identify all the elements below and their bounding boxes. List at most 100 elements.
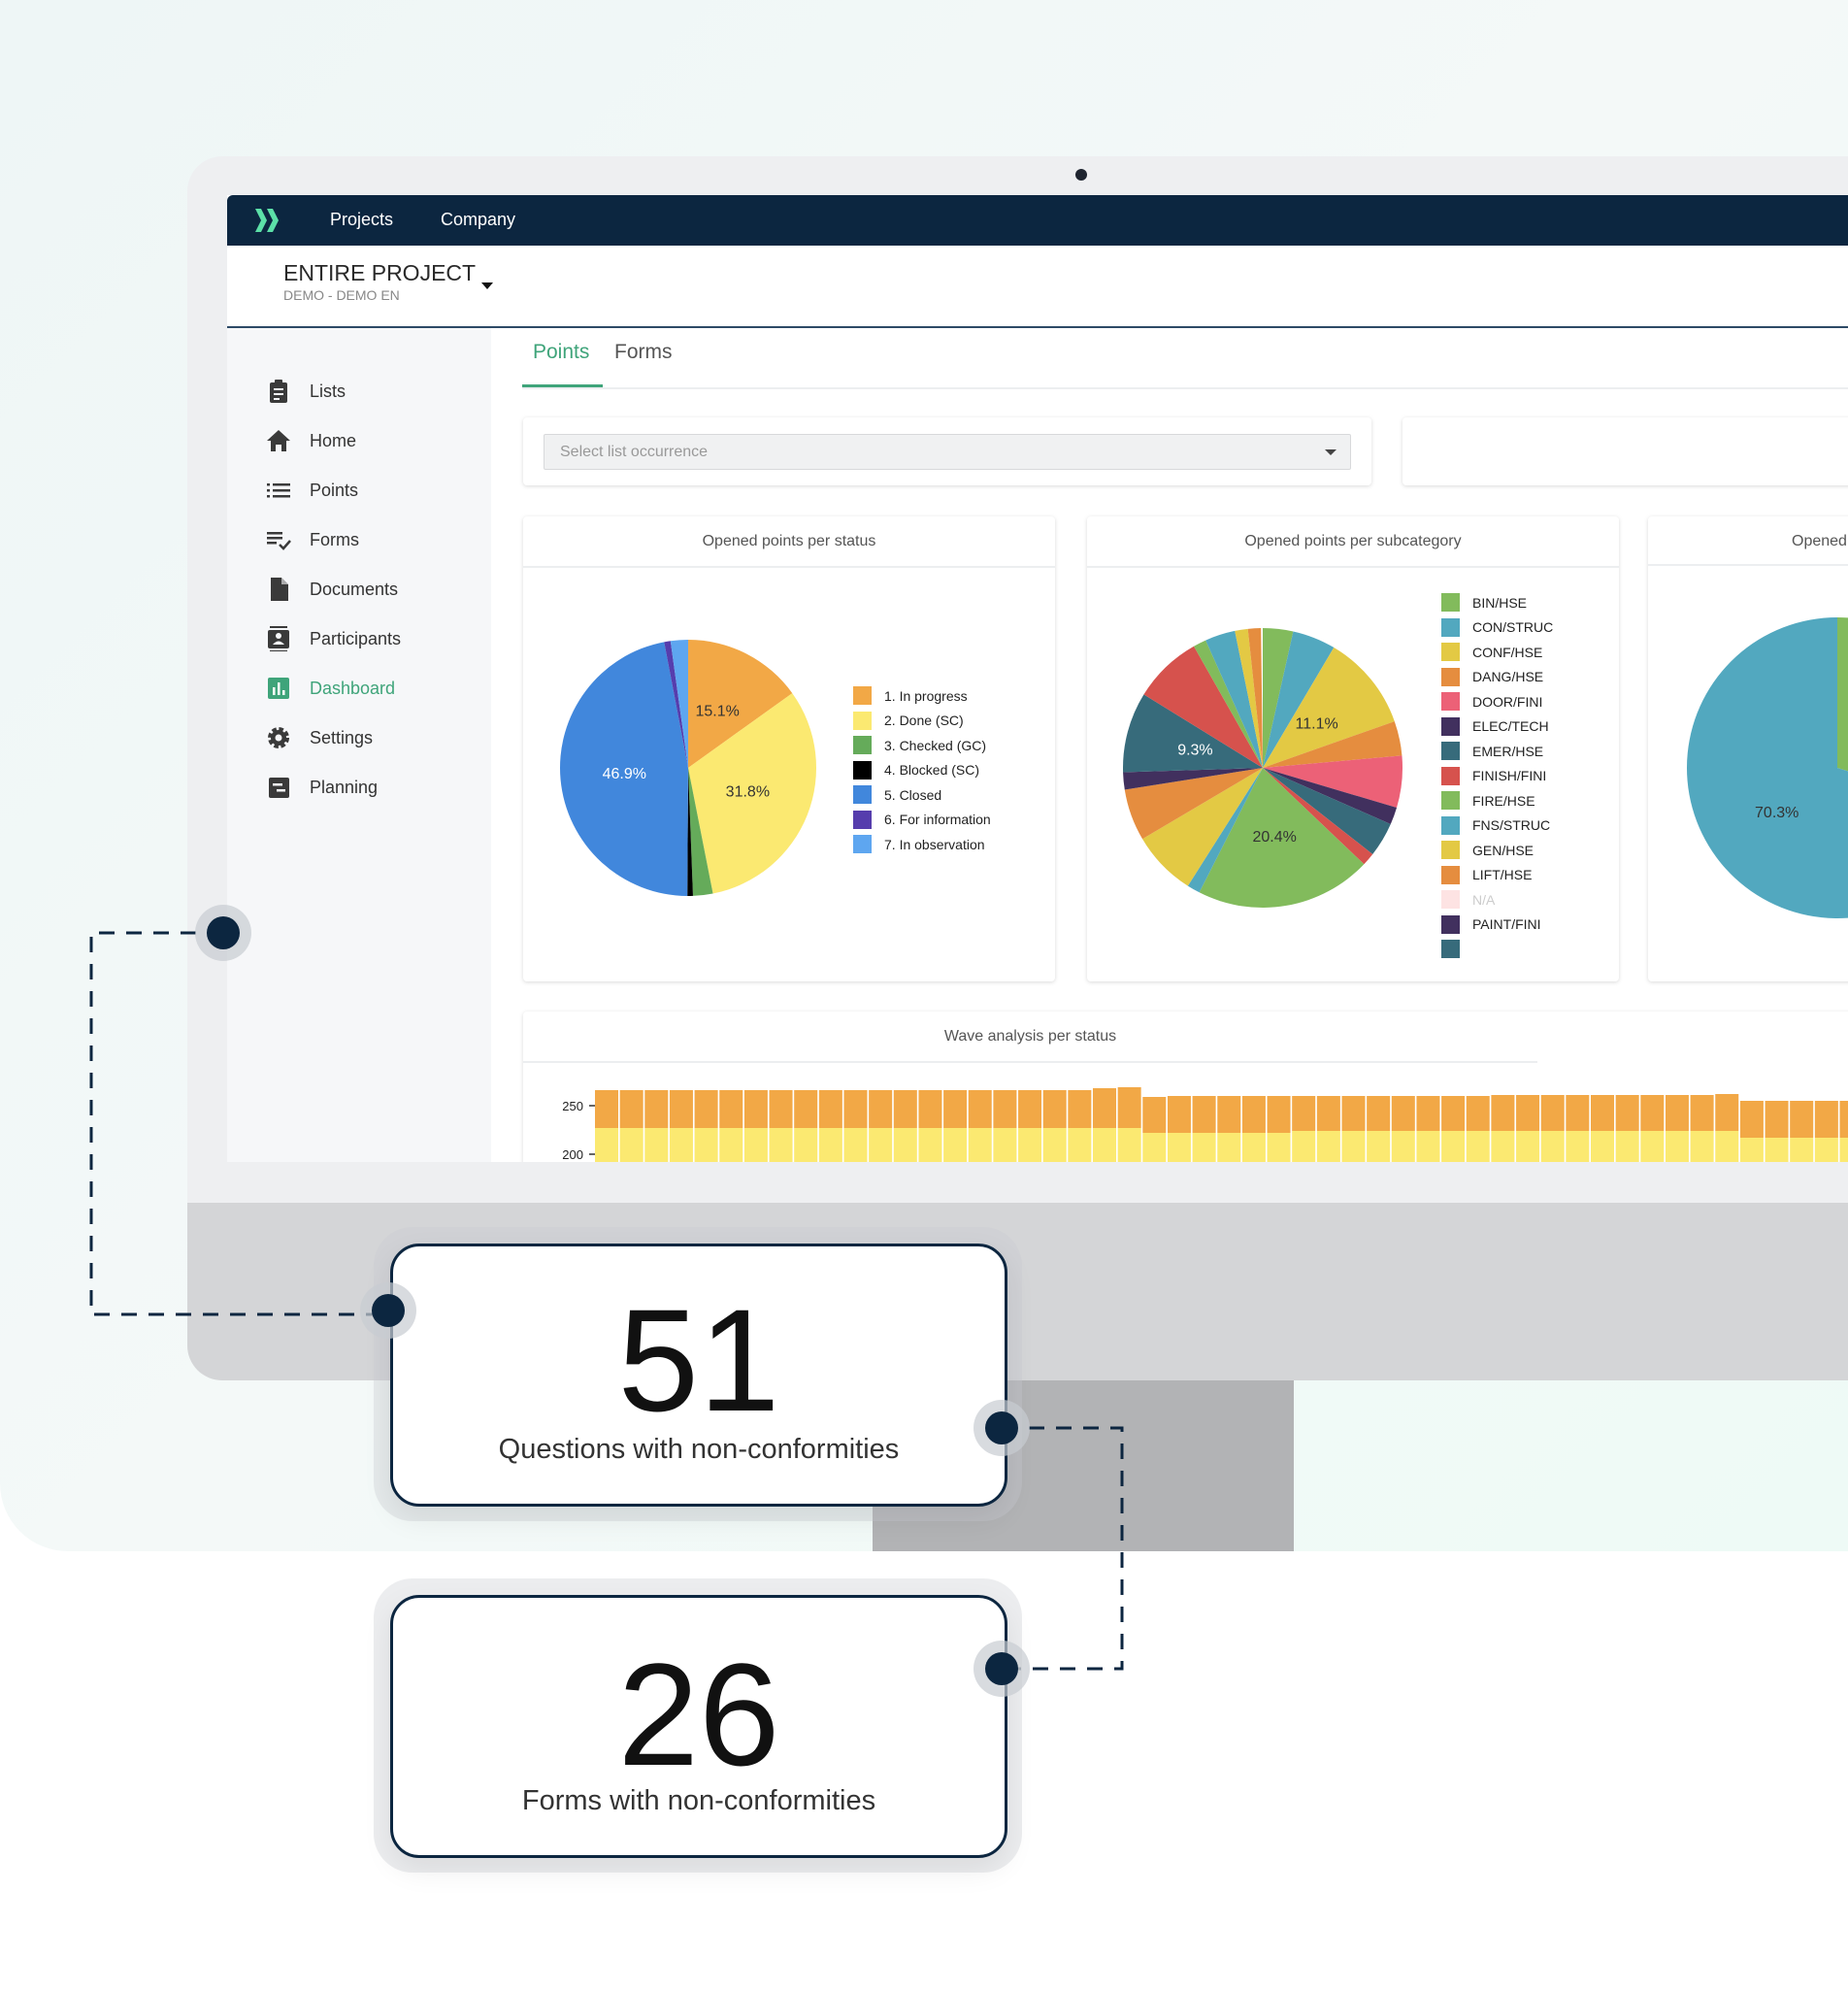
bar-segment[interactable] <box>1566 1131 1590 1162</box>
bar-segment[interactable] <box>794 1128 818 1162</box>
bar-segment[interactable] <box>1690 1095 1714 1131</box>
bar-segment[interactable] <box>1117 1087 1141 1128</box>
legend-item[interactable]: 4. Blocked (SC) <box>853 758 991 783</box>
bar-segment[interactable] <box>1591 1095 1614 1131</box>
pie-slice[interactable] <box>1143 646 1263 768</box>
legend-item[interactable]: FIRE/HSE <box>1441 788 1553 813</box>
bar-segment[interactable] <box>943 1090 968 1128</box>
legend-item[interactable]: FNS/STRUC <box>1441 813 1553 839</box>
pie-slice[interactable] <box>1263 768 1373 865</box>
bar-segment[interactable] <box>1839 1101 1848 1138</box>
legend-item[interactable]: 2. Done (SC) <box>853 709 991 734</box>
bar-segment[interactable] <box>669 1128 693 1162</box>
bar-segment[interactable] <box>694 1090 718 1128</box>
bar-segment[interactable] <box>694 1128 718 1162</box>
bar-segment[interactable] <box>769 1128 793 1162</box>
bar-segment[interactable] <box>1441 1096 1466 1131</box>
legend-item[interactable]: GEN/HSE <box>1441 838 1553 863</box>
bar-segment[interactable] <box>943 1128 968 1162</box>
bar-segment[interactable] <box>968 1128 992 1162</box>
bar-segment[interactable] <box>1516 1131 1540 1162</box>
list-occurrence-select[interactable]: Select list occurrence <box>544 434 1351 470</box>
pie-slice[interactable] <box>1142 768 1263 886</box>
bar-segment[interactable] <box>1391 1131 1415 1162</box>
bar-segment[interactable] <box>1316 1096 1340 1131</box>
bar-segment[interactable] <box>1292 1096 1316 1131</box>
bar-segment[interactable] <box>1267 1133 1291 1162</box>
bar-segment[interactable] <box>1042 1128 1067 1162</box>
pie-slice[interactable] <box>1263 768 1398 825</box>
bar-segment[interactable] <box>1665 1131 1689 1162</box>
bar-segment[interactable] <box>968 1090 992 1128</box>
pie-slice[interactable] <box>1263 768 1391 854</box>
legend-item[interactable]: DANG/HSE <box>1441 665 1553 690</box>
bar-segment[interactable] <box>1615 1131 1639 1162</box>
bar-segment[interactable] <box>1715 1131 1739 1162</box>
nav-projects[interactable]: Projects <box>330 210 394 229</box>
bar-segment[interactable] <box>1540 1095 1565 1131</box>
bar-segment[interactable] <box>1093 1128 1116 1162</box>
bar-segment[interactable] <box>1192 1133 1216 1162</box>
bar-segment[interactable] <box>869 1090 893 1128</box>
legend-item[interactable]: 5. Closed <box>853 782 991 808</box>
bar-segment[interactable] <box>595 1128 618 1162</box>
bar-segment[interactable] <box>1441 1131 1466 1162</box>
bar-segment[interactable] <box>719 1090 743 1128</box>
bar-segment[interactable] <box>1292 1131 1316 1162</box>
sidebar-item-planning[interactable]: Planning <box>227 768 491 807</box>
pie-slice[interactable] <box>1263 647 1395 768</box>
pie-slice[interactable] <box>670 640 688 768</box>
bar-segment[interactable] <box>1068 1128 1092 1162</box>
bar-segment[interactable] <box>719 1128 743 1162</box>
legend-item[interactable]: N/A <box>1441 887 1553 913</box>
bar-segment[interactable] <box>1367 1131 1391 1162</box>
sidebar-item-participants[interactable]: Participants <box>227 619 491 658</box>
legend-item[interactable]: 7. In observation <box>853 832 991 857</box>
sidebar-item-forms[interactable]: Forms <box>227 520 491 559</box>
tab-forms[interactable]: Forms <box>614 341 673 363</box>
bar-segment[interactable] <box>619 1128 644 1162</box>
bar-segment[interactable] <box>1241 1096 1266 1133</box>
bar-segment[interactable] <box>1765 1138 1789 1162</box>
bar-segment[interactable] <box>1241 1133 1266 1162</box>
legend-item[interactable]: ELEC/TECH <box>1441 714 1553 740</box>
bar-segment[interactable] <box>743 1090 768 1128</box>
pie-slice[interactable] <box>1187 768 1263 893</box>
pie-slice[interactable] <box>1124 768 1263 840</box>
bar-segment[interactable] <box>1615 1095 1639 1131</box>
bar-segment[interactable] <box>843 1090 868 1128</box>
bar-segment[interactable] <box>1790 1101 1814 1138</box>
sidebar-item-points[interactable]: Points <box>227 471 491 510</box>
bar-segment[interactable] <box>595 1090 618 1128</box>
bar-segment[interactable] <box>1018 1090 1042 1128</box>
pie-slice[interactable] <box>1837 617 1848 812</box>
pie-slice[interactable] <box>664 641 688 768</box>
legend-item[interactable]: EMER/HSE <box>1441 739 1553 764</box>
bar-segment[interactable] <box>1466 1096 1490 1131</box>
bar-segment[interactable] <box>1416 1131 1440 1162</box>
bar-segment[interactable] <box>1566 1095 1590 1131</box>
tab-points[interactable]: Points <box>533 341 590 363</box>
legend-item[interactable]: BIN/HSE <box>1441 590 1553 615</box>
bar-segment[interactable] <box>1491 1131 1515 1162</box>
bar-segment[interactable] <box>1367 1096 1391 1131</box>
bar-segment[interactable] <box>1142 1097 1167 1133</box>
legend-item[interactable]: PAINT/FINI <box>1441 913 1553 938</box>
bar-segment[interactable] <box>794 1090 818 1128</box>
bar-segment[interactable] <box>1217 1133 1241 1162</box>
bar-segment[interactable] <box>893 1128 917 1162</box>
bar-segment[interactable] <box>1491 1095 1515 1131</box>
pie-slice[interactable] <box>1247 628 1263 768</box>
bar-segment[interactable] <box>1192 1096 1216 1133</box>
legend-item[interactable]: CON/STRUC <box>1441 615 1553 641</box>
bar-segment[interactable] <box>1790 1138 1814 1162</box>
pie-slice[interactable] <box>687 768 693 896</box>
pie-slice[interactable] <box>1263 755 1402 809</box>
sidebar-item-dashboard[interactable]: Dashboard <box>227 669 491 708</box>
bar-segment[interactable] <box>1814 1101 1838 1138</box>
bar-segment[interactable] <box>644 1128 669 1162</box>
bar-segment[interactable] <box>1167 1096 1191 1133</box>
legend-item[interactable]: DOOR/FINI <box>1441 689 1553 714</box>
bar-segment[interactable] <box>1814 1138 1838 1162</box>
bar-segment[interactable] <box>1690 1131 1714 1162</box>
